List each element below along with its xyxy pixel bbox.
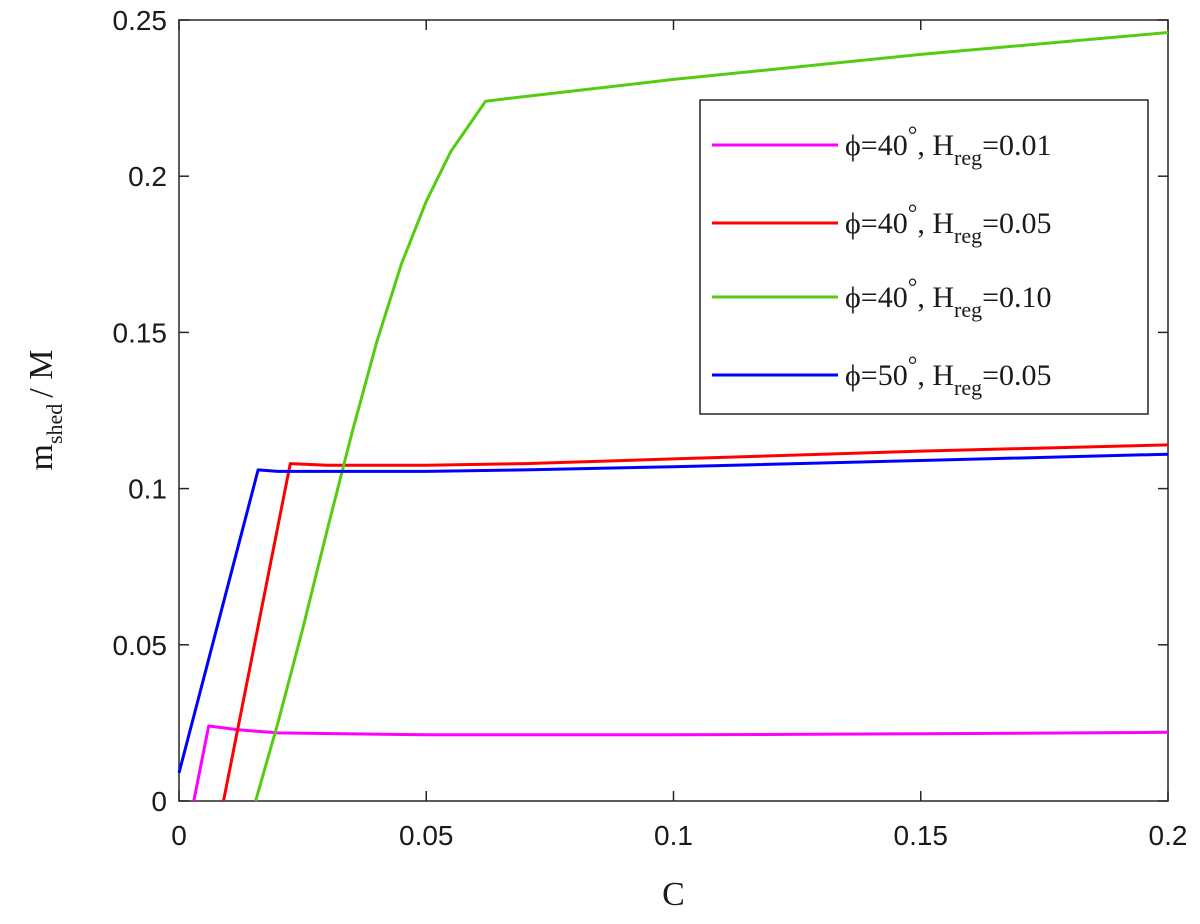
legend: ϕ=40°, Hreg=0.01 ϕ=40°, Hreg=0.05 ϕ=40°, H…: [699, 99, 1149, 415]
legend-label-2: ϕ=40°, Hreg=0.05: [845, 201, 1052, 248]
x-tick-label: 0: [171, 820, 187, 851]
legend-label-1: ϕ=40°, Hreg=0.01: [845, 123, 1052, 170]
legend-label-4: ϕ=50°, Hreg=0.05: [845, 353, 1052, 400]
y-tick-label: 0.25: [113, 5, 168, 36]
y-axis-label-main: m: [23, 444, 60, 470]
series-line-3: [254, 31, 1169, 802]
y-axis-label-tail: / M: [23, 350, 60, 398]
x-tick-label: 0.2: [1149, 820, 1188, 851]
y-tick-label: 0.05: [113, 630, 168, 661]
x-tick-label: 0.1: [654, 820, 693, 851]
x-tick-label: 0.05: [399, 820, 454, 851]
y-tick-label: 0.2: [128, 161, 167, 192]
y-axis-ticks: 0 0.05 0.1 0.15 0.2 0.25: [113, 5, 1168, 817]
legend-box: [699, 99, 1149, 415]
x-axis-label: C: [662, 876, 685, 913]
x-axis-ticks: 0 0.05 0.1 0.15 0.2: [171, 20, 1187, 851]
x-tick-label: 0.15: [894, 820, 949, 851]
series-layer: [177, 31, 1169, 802]
series-line-4: [177, 452, 1169, 774]
series-line-2: [222, 443, 1169, 802]
legend-label-3: ϕ=40°, Hreg=0.10: [845, 275, 1052, 322]
y-tick-label: 0.1: [128, 474, 167, 505]
y-axis-label-sub: shed: [42, 404, 67, 444]
series-line-1: [192, 724, 1169, 802]
y-axis-label: mshed / M: [23, 350, 67, 471]
y-tick-label: 0.15: [113, 317, 168, 348]
y-tick-label: 0: [151, 786, 167, 817]
